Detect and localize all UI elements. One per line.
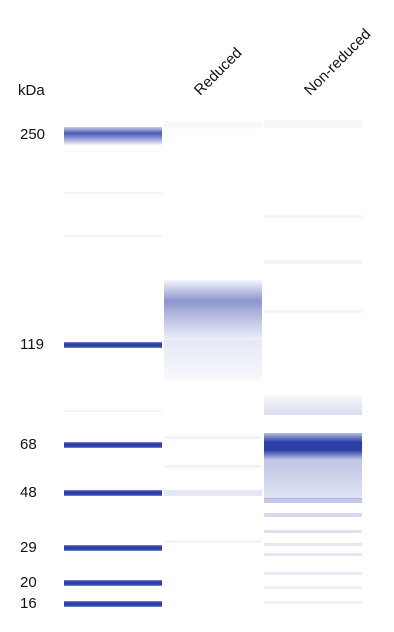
mw-label: 48 xyxy=(20,484,37,501)
ladder-band xyxy=(64,580,162,586)
reduced-faint-band xyxy=(164,490,262,496)
reduced-smear xyxy=(164,340,262,380)
mw-label: 119 xyxy=(20,336,44,353)
ladder-band xyxy=(64,601,162,607)
lane-label-non-reduced: Non-reduced xyxy=(300,25,375,100)
ladder-lane xyxy=(64,120,162,620)
non-reduced-band xyxy=(264,543,362,546)
non-reduced-band xyxy=(264,513,362,517)
unit-label: kDa xyxy=(18,82,45,99)
mw-label: 29 xyxy=(20,539,37,556)
non-reduced-smear xyxy=(264,459,362,499)
non-reduced-band xyxy=(264,572,362,575)
mw-label: 68 xyxy=(20,436,37,453)
non-reduced-faint-band xyxy=(264,215,362,218)
ladder-band xyxy=(64,342,162,348)
non-reduced-faint-band xyxy=(264,120,362,128)
non-reduced-main-band xyxy=(264,433,362,459)
ladder-band xyxy=(64,490,162,496)
reduced-faint-band xyxy=(164,465,262,468)
non-reduced-faint-band xyxy=(264,310,362,313)
non-reduced-lane xyxy=(264,120,362,620)
non-reduced-band xyxy=(264,601,362,604)
ladder-faint-band xyxy=(64,192,162,194)
ladder-band xyxy=(64,545,162,551)
ladder-band xyxy=(64,127,162,145)
ladder-band xyxy=(64,442,162,448)
reduced-faint-band xyxy=(164,120,262,130)
reduced-faint-band xyxy=(164,436,262,439)
reduced-main-band xyxy=(164,280,262,340)
non-reduced-band xyxy=(264,553,362,556)
ladder-faint-band xyxy=(64,235,162,237)
reduced-lane xyxy=(164,120,262,620)
mw-label: 16 xyxy=(20,595,37,612)
lane-label-reduced: Reduced xyxy=(190,44,246,99)
mw-label: 250 xyxy=(20,126,46,143)
non-reduced-band xyxy=(264,586,362,589)
mw-label: 20 xyxy=(20,574,37,591)
non-reduced-smear xyxy=(264,395,362,415)
non-reduced-faint-band xyxy=(264,260,362,264)
non-reduced-band xyxy=(264,498,362,503)
reduced-faint-band xyxy=(164,540,262,543)
ladder-faint-band xyxy=(64,410,162,412)
non-reduced-band xyxy=(264,530,362,533)
